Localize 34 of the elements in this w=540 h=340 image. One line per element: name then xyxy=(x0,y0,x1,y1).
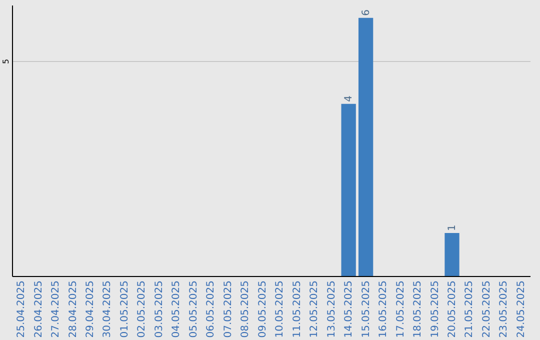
y-tick-label: 5 xyxy=(2,58,10,64)
data-label: 4 xyxy=(344,96,355,102)
x-tick-label: 15.05.2025 xyxy=(360,280,372,338)
x-tick-label: 07.05.2025 xyxy=(222,280,234,338)
x-tick-label: 01.05.2025 xyxy=(119,280,130,338)
x-tick-label: 04.05.2025 xyxy=(171,280,182,338)
x-tick-label: 28.04.2025 xyxy=(68,280,79,338)
x-tick-label: 24.05.2025 xyxy=(516,280,527,338)
x-tick-label: 05.05.2025 xyxy=(188,280,200,338)
x-tick-label: 30.04.2025 xyxy=(102,280,114,338)
x-tick-label: 26.04.2025 xyxy=(33,280,44,338)
x-tick-label: 23.05.2025 xyxy=(498,280,510,338)
x-tick-label: 03.05.2025 xyxy=(154,280,165,338)
x-tick-label: 12.05.2025 xyxy=(309,280,320,338)
x-tick-label: 22.05.2025 xyxy=(481,280,492,338)
data-label: 1 xyxy=(447,224,458,231)
x-tick-label: 17.05.2025 xyxy=(395,280,406,338)
x-tick-label: 20.05.2025 xyxy=(447,280,458,338)
x-tick-label: 06.05.2025 xyxy=(206,280,217,338)
data-label: 6 xyxy=(360,10,372,16)
x-tick-label: 09.05.2025 xyxy=(257,280,268,338)
x-tick-label: 27.04.2025 xyxy=(50,280,62,338)
x-tick-label: 02.05.2025 xyxy=(136,280,148,338)
x-tick-label: 18.05.2025 xyxy=(412,280,424,338)
x-tick-label: 11.05.2025 xyxy=(292,280,303,338)
x-tick-label: 19.05.2025 xyxy=(430,280,441,338)
x-tick-label: 08.05.2025 xyxy=(240,280,252,338)
x-tick-label: 16.05.2025 xyxy=(378,280,390,338)
x-tick-label: 13.05.2025 xyxy=(326,280,338,338)
x-tick-label: 21.05.2025 xyxy=(464,280,476,338)
x-tick-label: 29.04.2025 xyxy=(85,280,96,338)
x-tick-label: 14.05.2025 xyxy=(344,280,355,338)
x-tick-label: 25.04.2025 xyxy=(16,280,28,338)
x-tick-label: 10.05.2025 xyxy=(274,280,286,338)
